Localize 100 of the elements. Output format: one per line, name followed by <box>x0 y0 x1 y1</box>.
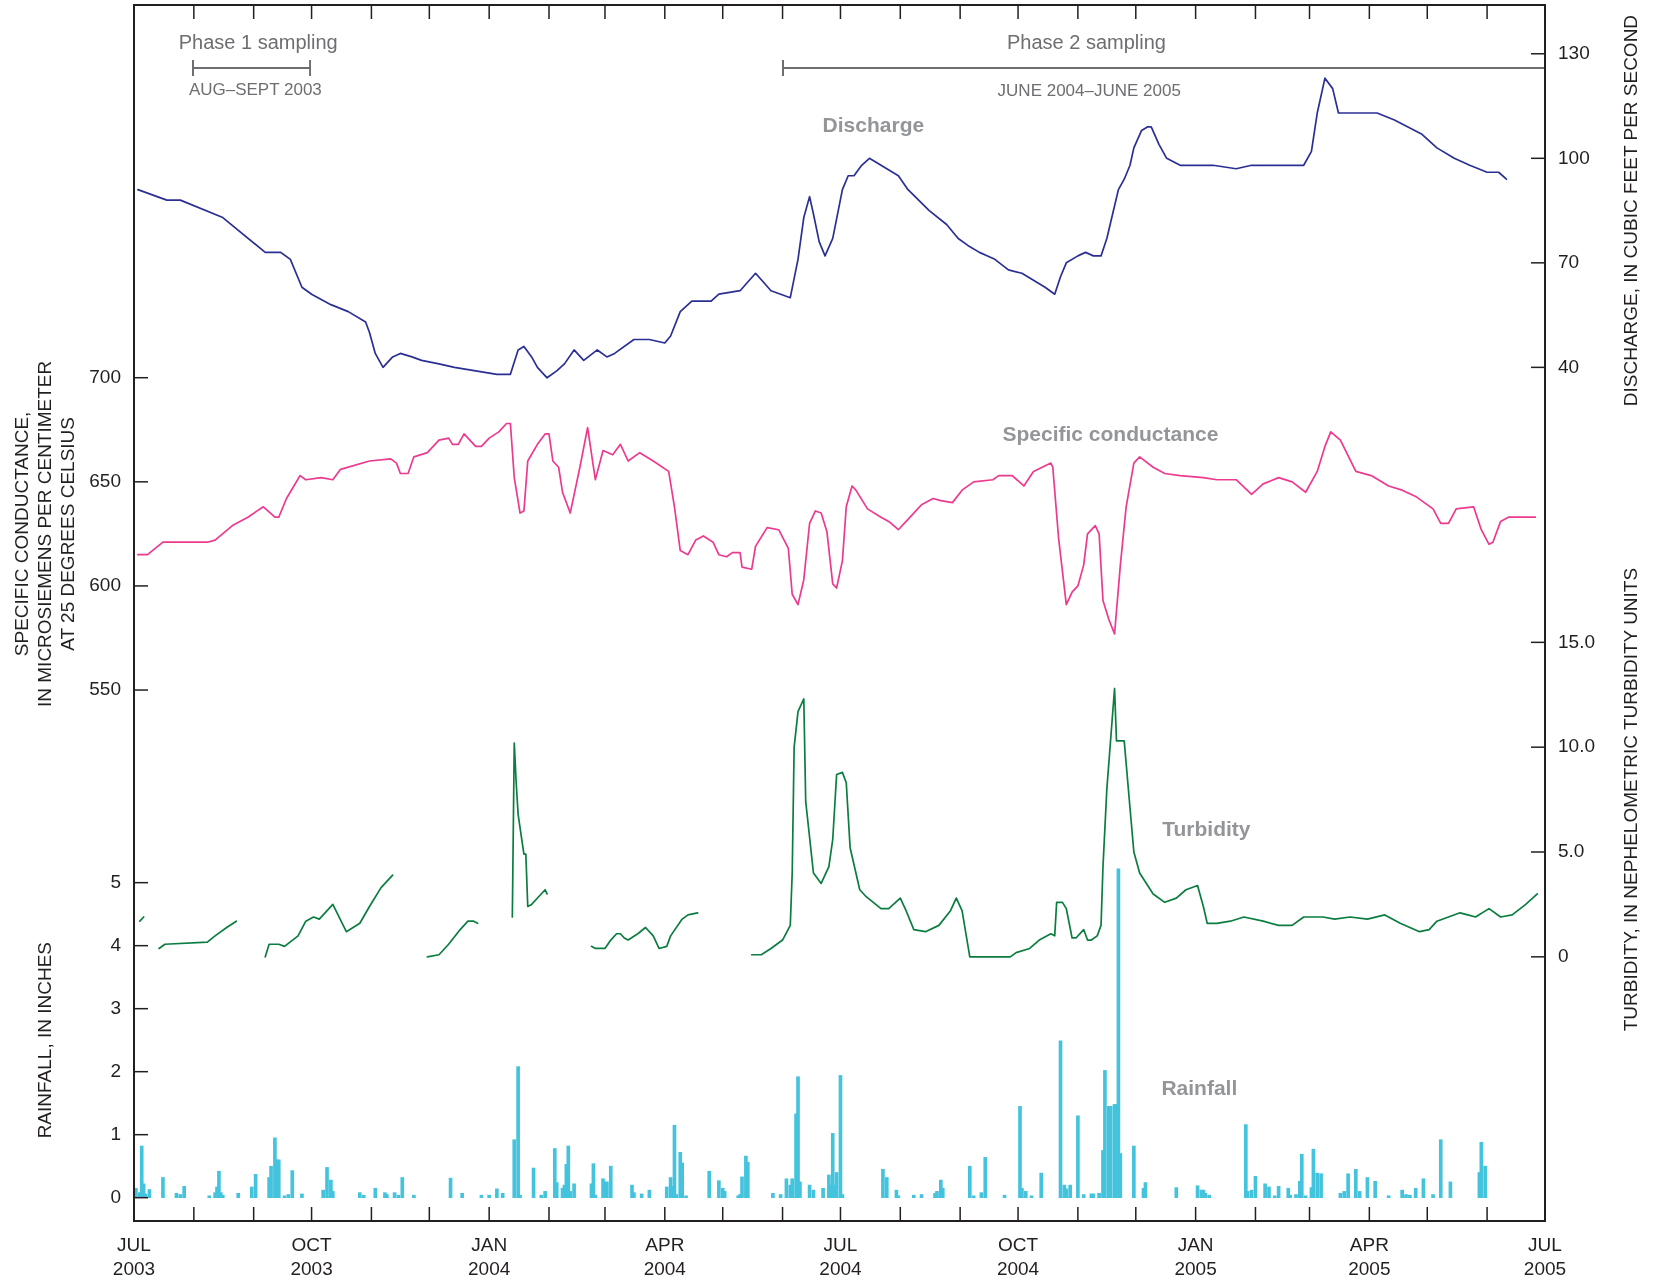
y2-tick-label: 5.0 <box>1558 840 1585 862</box>
x-tick-label: JAN 2004 <box>468 1234 511 1280</box>
y-axis-title: SPECIFIC CONDUCTANCE, IN MICROSIEMENS PER CENTIMETER AT 25 DEGREES CELSIUS <box>11 360 79 707</box>
bar <box>460 1192 464 1199</box>
bar <box>1373 1180 1377 1199</box>
y2-tick-label: 0 <box>1558 945 1569 967</box>
bar <box>400 1177 405 1199</box>
bar <box>1081 1194 1086 1199</box>
bar <box>707 1170 712 1199</box>
bar <box>1174 1187 1179 1199</box>
bar <box>282 1195 287 1199</box>
bar <box>983 1157 988 1199</box>
bar <box>516 1066 520 1199</box>
bar <box>207 1195 212 1199</box>
bar <box>830 1133 835 1199</box>
x-tick-label: JAN 2005 <box>1174 1234 1217 1280</box>
y2-tick-label: 130 <box>1558 42 1590 64</box>
annotation: JUNE 2004–JUNE 2005 <box>997 81 1181 101</box>
bar <box>881 1169 885 1199</box>
series-label: Specific conductance <box>1002 422 1219 446</box>
bar <box>1431 1194 1435 1199</box>
bar <box>1400 1189 1404 1199</box>
bar <box>300 1193 304 1199</box>
annotation: AUG–SEPT 2003 <box>188 79 322 99</box>
bar <box>1018 1106 1022 1199</box>
bar <box>1404 1194 1408 1199</box>
series-label: Turbidity <box>1162 817 1251 841</box>
bar <box>1039 1172 1044 1199</box>
bar <box>236 1192 241 1199</box>
y2-tick-label: 10.0 <box>1558 735 1595 757</box>
bar <box>1103 1070 1107 1199</box>
bar <box>967 1165 972 1199</box>
bar <box>500 1192 505 1199</box>
y2-axis-title: DISCHARGE, IN CUBIC FEET PER SECOND <box>1620 14 1642 407</box>
bar <box>539 1194 544 1199</box>
bar <box>1408 1194 1412 1199</box>
bar <box>796 1076 800 1199</box>
annotation: Phase 2 sampling <box>1006 31 1166 54</box>
x-tick-label: APR 2004 <box>643 1234 687 1280</box>
y-tick-label: 3 <box>110 996 121 1018</box>
bar <box>161 1177 165 1199</box>
bar <box>1068 1184 1072 1199</box>
bar <box>1319 1173 1323 1199</box>
y-tick-label: 700 <box>89 365 121 387</box>
x-tick-label: JUL 2004 <box>819 1234 863 1280</box>
bar <box>566 1145 571 1199</box>
bar <box>361 1194 366 1199</box>
bar <box>1132 1145 1136 1199</box>
y-tick-label: 0 <box>110 1185 121 1207</box>
bar <box>1263 1183 1267 1199</box>
y-tick-label: 2 <box>110 1059 121 1081</box>
y2-tick-label: 40 <box>1558 355 1580 377</box>
x-tick-label: JUL 2005 <box>1523 1234 1567 1280</box>
y-tick-label: 5 <box>110 870 121 892</box>
x-tick-label: APR 2005 <box>1348 1234 1391 1280</box>
bar <box>572 1183 576 1199</box>
y-tick-label: 4 <box>110 933 122 955</box>
y2-axis-title: TURBIDITY, IN NEPHELOMETRIC TURBIDITY UNITS <box>1620 567 1642 1032</box>
bar <box>771 1192 775 1199</box>
bar <box>182 1186 187 1199</box>
x-tick-label: JUL 2003 <box>112 1234 156 1280</box>
bar <box>911 1194 916 1199</box>
bar <box>1064 1188 1069 1199</box>
bar <box>1386 1195 1391 1199</box>
y-axis-title: RAINFALL, IN INCHES <box>34 941 56 1139</box>
bar <box>487 1194 491 1199</box>
bar <box>1299 1153 1304 1199</box>
y-tick-label: 550 <box>89 678 121 700</box>
bar <box>543 1191 547 1199</box>
y2-tick-label: 15.0 <box>1558 630 1595 652</box>
x-tick-label: OCT 2003 <box>290 1234 333 1280</box>
bar <box>495 1188 499 1199</box>
series-label: Rainfall <box>1161 1076 1238 1100</box>
bar <box>1438 1139 1443 1199</box>
bar <box>1346 1173 1350 1199</box>
bar <box>290 1170 295 1199</box>
annotation: Phase 1 sampling <box>178 31 338 54</box>
bar <box>373 1187 378 1199</box>
y-tick-label: 1 <box>110 1122 121 1144</box>
series-label: Discharge <box>822 113 925 137</box>
bar <box>1029 1195 1034 1199</box>
bar <box>1413 1187 1418 1199</box>
y-tick-label: 600 <box>89 574 121 596</box>
bar <box>1479 1141 1484 1199</box>
bar <box>1243 1124 1248 1199</box>
bar <box>1023 1191 1028 1199</box>
bar <box>1207 1194 1211 1199</box>
bar <box>821 1187 825 1199</box>
bar <box>358 1192 362 1199</box>
bar <box>608 1165 613 1199</box>
bar <box>1354 1169 1358 1199</box>
x-tick-label: OCT 2004 <box>996 1234 1040 1280</box>
y2-tick-label: 70 <box>1558 251 1580 273</box>
bar <box>717 1180 721 1199</box>
y2-tick-label: 100 <box>1558 146 1590 168</box>
y-tick-label: 650 <box>89 470 121 492</box>
bar <box>325 1167 329 1199</box>
bar <box>1267 1186 1271 1199</box>
bar <box>1076 1115 1080 1199</box>
bar <box>412 1194 416 1199</box>
